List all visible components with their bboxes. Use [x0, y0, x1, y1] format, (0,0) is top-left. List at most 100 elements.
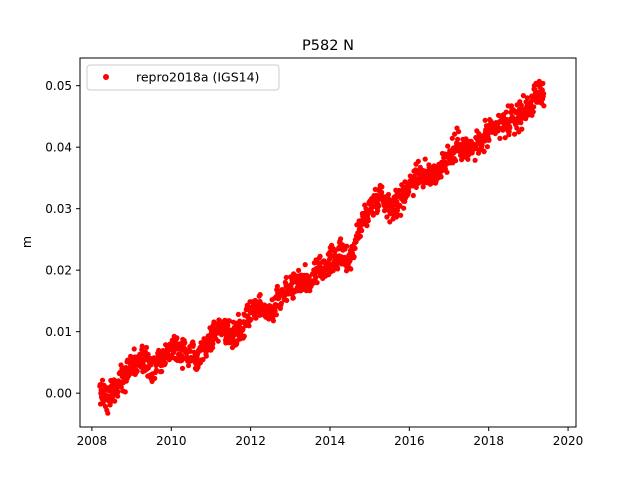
data-point: [270, 318, 276, 324]
data-point: [335, 266, 341, 272]
data-point: [384, 214, 390, 220]
y-tick-label: 0.05: [45, 79, 72, 93]
y-tick-label: 0.01: [45, 325, 72, 339]
y-axis: 0.00 0.01 0.02 0.03 0.04 0.05: [45, 79, 80, 401]
data-point: [314, 280, 320, 286]
data-point: [217, 318, 223, 324]
legend: repro2018a (IGS14): [86, 64, 280, 91]
data-point: [105, 410, 111, 416]
data-point: [357, 233, 363, 239]
data-point: [152, 375, 158, 381]
data-point: [112, 398, 118, 404]
x-tick-label: 2008: [77, 434, 108, 448]
data-point: [210, 345, 216, 351]
data-point: [406, 189, 412, 195]
data-point: [235, 311, 241, 317]
data-point: [456, 129, 462, 135]
data-point: [375, 208, 381, 214]
data-point: [453, 158, 459, 164]
data-point: [99, 377, 106, 383]
data-point: [253, 315, 259, 321]
data-point: [359, 227, 365, 234]
data-point: [482, 117, 488, 123]
data-point: [143, 344, 150, 351]
data-point: [296, 267, 302, 273]
data-point: [203, 353, 209, 359]
data-point: [226, 318, 233, 324]
data-point: [449, 135, 455, 141]
data-point: [445, 143, 451, 149]
y-tick-label: 0.02: [45, 264, 72, 278]
data-point: [541, 103, 547, 109]
data-point: [344, 243, 350, 249]
data-point: [338, 236, 344, 242]
data-point: [240, 326, 246, 332]
data-point: [518, 102, 525, 108]
data-point: [387, 219, 393, 225]
data-point: [364, 223, 370, 229]
data-point: [497, 135, 503, 141]
data-point: [486, 137, 492, 143]
data-point: [376, 203, 382, 209]
data-point: [476, 131, 482, 137]
x-tick-label: 2012: [235, 434, 266, 448]
data-point: [519, 126, 525, 132]
data-point: [402, 179, 408, 185]
data-point: [162, 360, 168, 366]
plot-frame: [79, 57, 577, 428]
data-point: [182, 340, 188, 346]
data-point: [317, 253, 323, 259]
data-point: [115, 393, 121, 399]
data-point: [479, 142, 485, 148]
data-point: [225, 322, 231, 328]
data-point: [481, 149, 487, 155]
data-point: [134, 368, 140, 374]
data-point: [185, 362, 192, 369]
data-point: [159, 368, 165, 375]
data-point: [352, 245, 358, 251]
data-point: [200, 357, 206, 363]
data-point: [415, 158, 421, 164]
data-point: [410, 192, 416, 199]
data-point: [248, 316, 254, 323]
data-point: [379, 189, 385, 195]
data-point: [179, 365, 186, 371]
y-tick-label: 0.00: [45, 387, 72, 401]
data-point: [365, 212, 371, 218]
data-point: [507, 125, 513, 131]
data-point: [278, 300, 284, 306]
data-point: [210, 341, 216, 347]
data-point: [472, 157, 478, 163]
data-point: [444, 169, 450, 175]
data-point: [313, 274, 319, 280]
data-point: [122, 389, 128, 395]
data-point: [401, 205, 407, 211]
data-point: [413, 184, 419, 190]
data-point: [348, 266, 354, 272]
data-point: [484, 144, 490, 150]
x-tick-label: 2016: [394, 434, 425, 448]
data-point: [370, 212, 376, 218]
y-tick-label: 0.04: [45, 141, 72, 155]
data-point: [541, 91, 547, 97]
data-point: [190, 342, 196, 348]
data-point: [241, 333, 247, 339]
data-point: [273, 312, 279, 318]
data-point: [398, 212, 404, 218]
x-tick-label: 2020: [553, 434, 584, 448]
legend-marker: [103, 74, 109, 80]
data-point: [520, 93, 527, 99]
data-point: [257, 292, 263, 298]
data-point: [502, 135, 508, 141]
x-axis: 2008 2010 2012 2014 2016 2018 2020: [77, 427, 584, 448]
data-point: [284, 297, 290, 303]
data-point: [283, 274, 289, 281]
data-point: [351, 254, 357, 260]
x-tick-label: 2010: [156, 434, 187, 448]
data-point: [187, 348, 193, 354]
data-point: [272, 308, 278, 314]
data-point: [514, 125, 520, 131]
data-point: [131, 346, 137, 352]
x-tick-label: 2018: [473, 434, 504, 448]
legend-label: repro2018a (IGS14): [136, 70, 259, 85]
